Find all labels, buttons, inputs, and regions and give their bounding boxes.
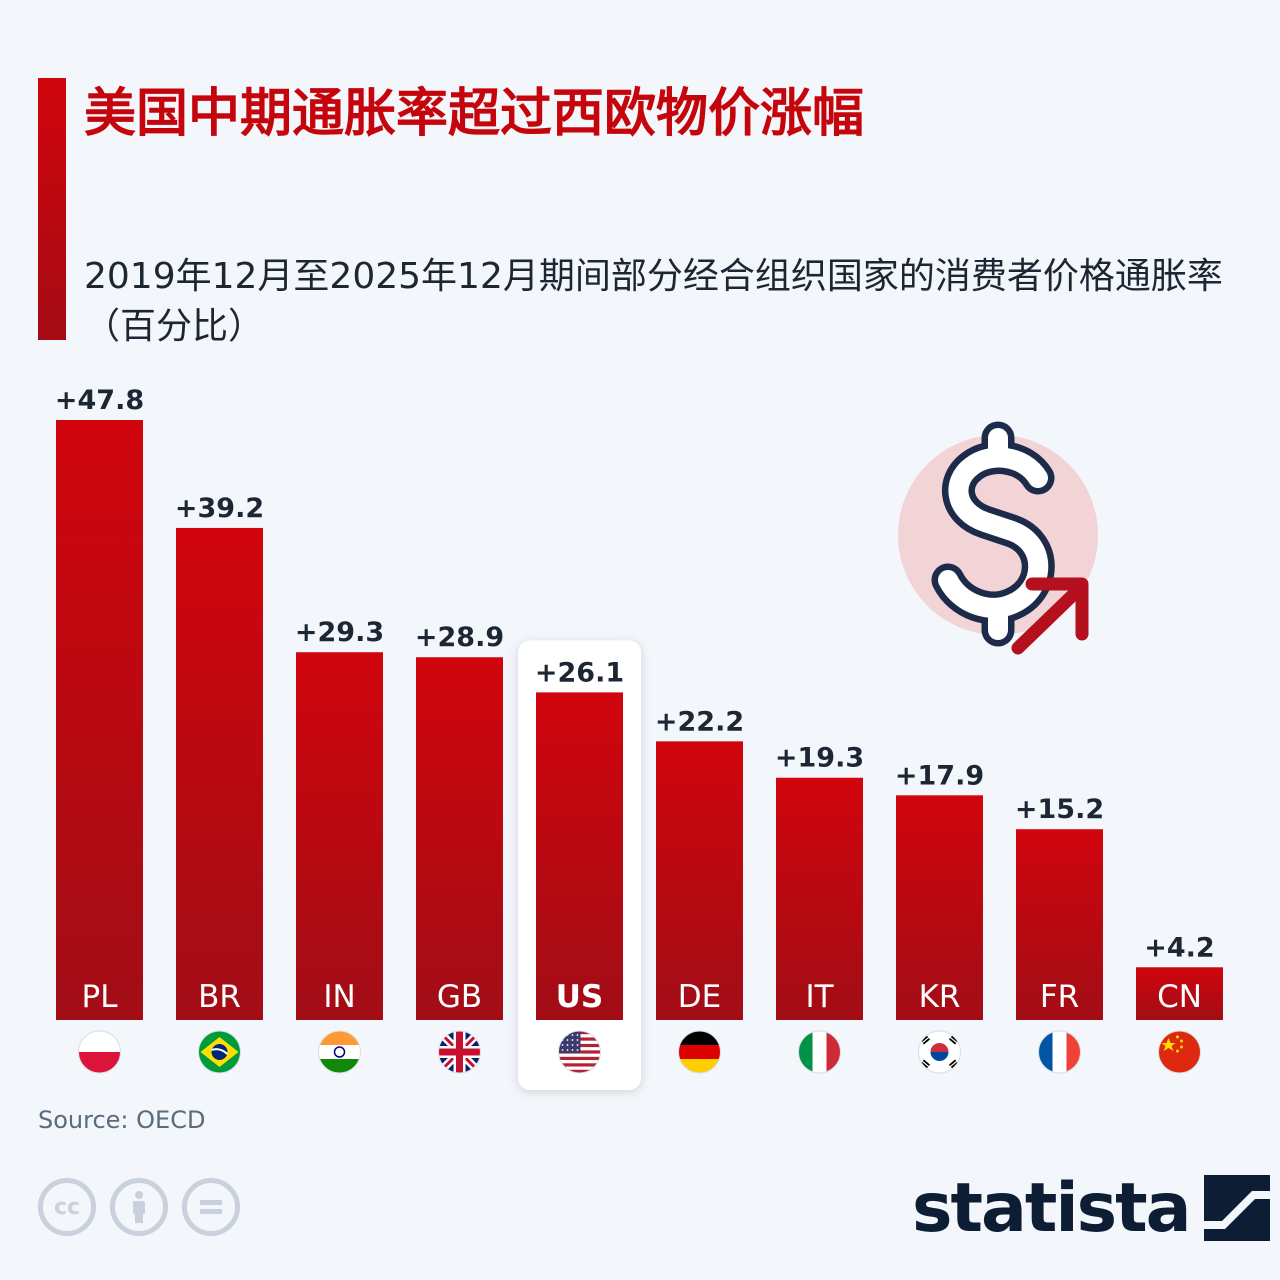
- bar-de: [656, 741, 743, 1020]
- source-note: Source: OECD: [38, 1106, 206, 1134]
- bar-kr: [896, 795, 983, 1020]
- india-flag-icon: [318, 1030, 361, 1074]
- statista-logo-mark-icon: [1203, 1175, 1270, 1241]
- chart-title: 美国中期通胀率超过西欧物价涨幅: [84, 84, 865, 144]
- logo-text: statista: [912, 1168, 1192, 1248]
- value-label-us: +26.1: [535, 657, 624, 688]
- category-label-cn: CN: [1157, 979, 1202, 1015]
- category-label-kr: KR: [919, 979, 961, 1015]
- value-label-br: +39.2: [175, 493, 264, 524]
- category-label-br: BR: [198, 979, 241, 1015]
- category-label-us: US: [556, 979, 604, 1015]
- bar-in: [296, 652, 383, 1020]
- value-label-gb: +28.9: [415, 622, 504, 653]
- value-label-in: +29.3: [295, 617, 384, 648]
- united-kingdom-flag-icon: [438, 1030, 481, 1074]
- statista-logo[interactable]: statista: [912, 1168, 1270, 1248]
- category-label-pl: PL: [82, 979, 119, 1015]
- category-label-in: IN: [323, 979, 355, 1015]
- bar-br: [176, 527, 263, 1020]
- brazil-flag-icon: [198, 1030, 241, 1074]
- creative-commons-icon[interactable]: cc: [38, 1178, 96, 1236]
- italy-flag-icon: [798, 1030, 841, 1074]
- attribution-icon[interactable]: [110, 1178, 168, 1236]
- no-derivatives-icon[interactable]: [182, 1178, 240, 1236]
- china-flag-icon: [1158, 1030, 1201, 1074]
- category-label-fr: FR: [1040, 979, 1079, 1015]
- title-accent-bar: [38, 78, 66, 340]
- poland-flag-icon: [78, 1030, 121, 1074]
- bar-pl: [56, 420, 143, 1020]
- south-korea-flag-icon: [918, 1030, 961, 1074]
- value-label-fr: +15.2: [1015, 794, 1104, 825]
- bar-us: [536, 692, 623, 1020]
- value-label-pl: +47.8: [55, 385, 144, 416]
- category-label-gb: GB: [437, 979, 482, 1015]
- dollar-up-arrow-icon: [898, 421, 1098, 655]
- value-label-cn: +4.2: [1144, 932, 1214, 963]
- category-label-it: IT: [805, 979, 834, 1015]
- license-icons: cc: [38, 1178, 240, 1236]
- bar-it: [776, 777, 863, 1020]
- france-flag-icon: [1038, 1030, 1081, 1074]
- united-states-flag-icon: [558, 1030, 601, 1074]
- bar-fr: [1016, 829, 1103, 1020]
- value-label-de: +22.2: [655, 706, 744, 737]
- germany-flag-icon: [678, 1030, 721, 1074]
- bar-cn: [1136, 967, 1223, 1020]
- category-label-de: DE: [678, 979, 721, 1015]
- value-label-it: +19.3: [775, 743, 864, 774]
- bar-gb: [416, 657, 503, 1020]
- value-label-kr: +17.9: [895, 760, 984, 791]
- chart-subtitle: 2019年12月至2025年12月期间部分经合组织国家的消费者价格通胀率（百分比…: [84, 256, 1223, 347]
- up-arrow-icon: [1011, 585, 1083, 655]
